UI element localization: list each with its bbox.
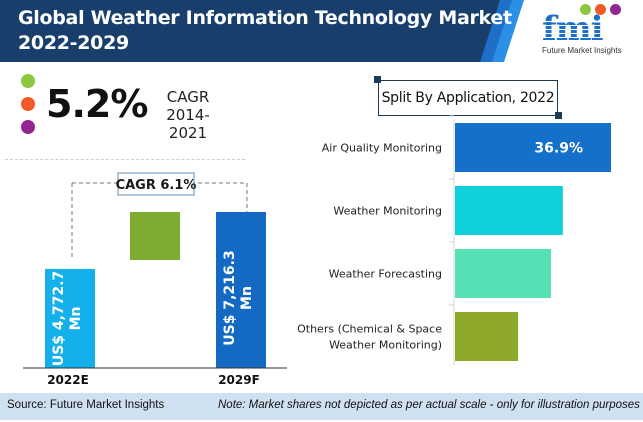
cagr-value: 5.2%: [46, 82, 148, 126]
cagr-annotation-label: CAGR 6.1%: [116, 178, 197, 193]
application-bar-3: [455, 312, 518, 361]
bar-unit-label-2022E: Mn: [68, 307, 84, 331]
bar-value-label-2022E: US$ 4,772.7: [51, 271, 67, 366]
cagr-annotation-box: [117, 172, 195, 196]
x-tick-label-2022: 2022E: [47, 373, 89, 387]
market-value-chart: CAGR 6.1% US$ 4,772.7 Mn US$ 7,216.3 Mn 202…: [23, 172, 287, 387]
logo-globe-dot-icon: [580, 4, 591, 15]
cagr-label-title: CAGR: [166, 88, 210, 106]
title-box-corner-top-left: [374, 76, 381, 83]
logo-bulb-dot-icon: [610, 4, 621, 15]
logo-tagline: Future Market Insights: [542, 46, 622, 55]
orange-dot-icon: [21, 97, 35, 111]
logo-stripes: [540, 18, 636, 46]
cagr-label: CAGR 2014-2021: [148, 88, 228, 142]
bar-2022E: [45, 268, 95, 368]
application-bar-0: [455, 123, 611, 172]
header-banner: Global Weather Information Technology Ma…: [0, 0, 643, 62]
category-label: Weather Monitoring: [333, 205, 442, 218]
split-chart-title: Split By Application, 2022: [381, 90, 555, 106]
split-chart-title-box: Split By Application, 2022: [378, 80, 558, 116]
category-label: Others (Chemical & Space: [297, 323, 442, 336]
bar-2029F: [216, 212, 266, 368]
bar-unit-label-2029F: Mn: [239, 286, 255, 310]
source-text: Source: Future Market Insights: [7, 399, 165, 411]
category-label: Air Quality Monitoring: [322, 142, 442, 155]
header-background: [0, 0, 524, 62]
bar-value-label-2029F: US$ 7,216.3: [222, 250, 238, 345]
category-label: Weather Forecasting: [329, 268, 442, 281]
cagr-label-period: 2014-2021: [166, 106, 210, 142]
page-title-line1: Global Weather Information Technology Ma…: [18, 7, 512, 29]
purple-dot-icon: [21, 120, 35, 134]
increment-bar: [130, 212, 180, 260]
header-accent-stripe-dark: [478, 0, 512, 62]
category-label: Weather Monitoring): [329, 339, 442, 352]
logo-chart-dot-icon: [595, 4, 606, 15]
page-title: Global Weather Information Technology Ma…: [18, 6, 512, 56]
footer: Source: Future Market Insights Note: Mar…: [0, 393, 643, 420]
x-tick-label-2029: 2029F: [218, 373, 260, 387]
header-title-panel: [0, 0, 500, 62]
section-divider: [5, 159, 245, 160]
green-dot-icon: [21, 74, 35, 88]
application-split-chart: Air Quality Monitoring 36.9% Weather Monit…: [297, 115, 611, 365]
page-title-line2: 2022-2029: [18, 32, 129, 54]
title-box-corner-bottom-right: [555, 112, 562, 119]
application-bar-value-label: 36.9%: [534, 141, 583, 157]
application-bar-1: [455, 186, 563, 235]
fmi-logo: fmi Future Market Insights: [540, 4, 640, 60]
note-text: Note: Market shares not depicted as per …: [218, 399, 640, 411]
application-bar-2: [455, 249, 551, 298]
